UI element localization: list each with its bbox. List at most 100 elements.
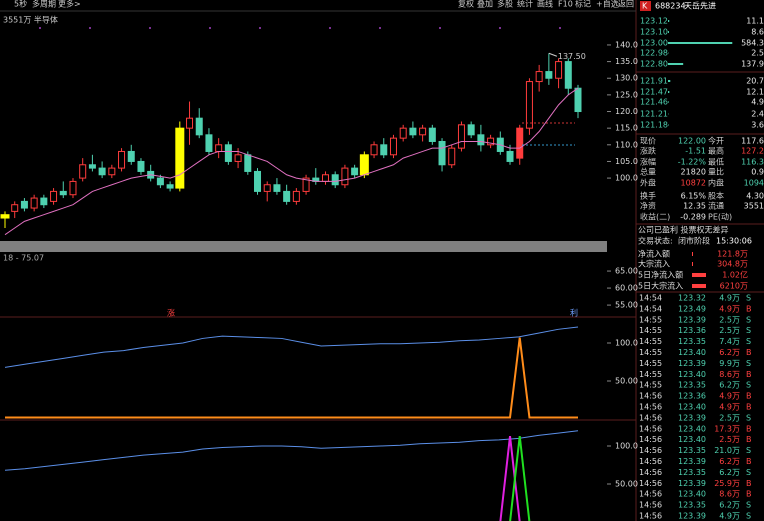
tick-volume: 4.9万 (719, 392, 740, 401)
stat-label: 收益(二) (640, 212, 670, 222)
moving-average (4, 87, 579, 236)
tick-time: 14:55 (639, 381, 662, 390)
toolbar-button[interactable]: 画线 (537, 0, 553, 9)
stat-value: -1.22% (678, 158, 707, 167)
tick-price: 123.35 (678, 468, 706, 477)
book-volume: 137.9 (741, 60, 764, 69)
candle-body (244, 154, 252, 172)
candle-body (195, 117, 203, 136)
toolbar-button[interactable]: 标记 (575, 0, 591, 9)
signal-dot (559, 27, 561, 29)
tick-price: 123.40 (678, 370, 706, 379)
book-price: 123.10 (640, 28, 668, 37)
candle-body (254, 170, 262, 192)
tick-volume: 8.6万 (719, 490, 740, 499)
toolbar-button[interactable]: 返回 (618, 0, 634, 9)
candle-body (506, 150, 514, 162)
signal-dot (209, 27, 211, 29)
status-label: 交易状态: (638, 236, 673, 246)
tick-price: 123.39 (678, 479, 706, 488)
indicator-line (4, 430, 579, 471)
flow-value: 121.8万 (717, 250, 748, 259)
status: 闭市阶段 (678, 236, 710, 246)
tick-volume: 7.4万 (719, 337, 740, 346)
candle-body (380, 144, 388, 156)
stat-label: 涨跌 (640, 146, 656, 156)
tick-volume: 2.5万 (719, 413, 740, 422)
time: 15:30:06 (716, 237, 752, 246)
candle-body (516, 127, 524, 159)
tick-time: 14:56 (639, 468, 662, 477)
tick-side: B (746, 304, 752, 313)
tick-time: 14:56 (639, 413, 662, 422)
toolbar-button[interactable]: 统计 (517, 0, 533, 9)
tick-price: 123.39 (678, 315, 706, 324)
tick-volume: 9.9万 (719, 359, 740, 368)
candle-body (234, 154, 242, 162)
toolbar-button[interactable]: F10 (558, 0, 573, 9)
candle-body (351, 167, 359, 176)
tick-volume: 25.9万 (714, 479, 740, 488)
stat-value: 4.30 (746, 192, 764, 201)
y-tick-label: 110.0 (615, 140, 638, 149)
toolbar-button[interactable]: 多周期 (32, 0, 56, 9)
toolbar-button[interactable]: 更多> (58, 0, 81, 9)
stat-value: 0.9 (751, 168, 764, 177)
tick-volume: 4.9万 (719, 403, 740, 412)
signal-dot (329, 27, 331, 29)
y-tick-label: 130.0 (615, 74, 638, 83)
tick-time: 14:54 (639, 304, 662, 313)
tick-time: 14:55 (639, 326, 662, 335)
stat-label: 涨幅 (640, 157, 656, 167)
tick-time: 14:55 (639, 337, 662, 346)
stat-value: 1094 (744, 179, 764, 188)
candle-body (321, 174, 329, 182)
candle-body (292, 190, 300, 202)
tick-price: 123.40 (678, 424, 706, 433)
candle-body (409, 127, 417, 136)
candle-body (263, 184, 271, 192)
signal-dot (39, 27, 41, 29)
tick-side: S (746, 294, 751, 303)
signal-dot (499, 27, 501, 29)
book-price: 121.46 (640, 98, 668, 107)
book-bar (668, 31, 669, 33)
tick-volume: 6.2万 (719, 501, 740, 510)
toolbar-button[interactable]: +自选 (596, 0, 619, 9)
flow-bar (692, 262, 693, 266)
toolbar-button[interactable]: 叠加 (477, 0, 493, 9)
signal-dot (259, 27, 261, 29)
tick-price: 123.39 (678, 413, 706, 422)
tick-time: 14:55 (639, 348, 662, 357)
book-volume: 2.5 (751, 49, 764, 58)
book-price: 123.00 (640, 39, 668, 48)
tick-price: 123.39 (678, 359, 706, 368)
book-price: 121.91 (640, 77, 668, 86)
indicator-line (4, 326, 579, 368)
y-tick-label: 55.00 (615, 301, 638, 310)
tick-time: 14:54 (639, 294, 662, 303)
tick-volume: 6.2万 (719, 468, 740, 477)
stat-value: 116.3 (741, 158, 764, 167)
y-tick-label: 50.00 (615, 479, 638, 488)
tick-time: 14:55 (639, 315, 662, 324)
stat-value: 122.00 (678, 137, 706, 146)
toolbar-button[interactable]: 复权 (458, 0, 474, 9)
candle-body (273, 184, 281, 192)
stat-label: 外盘 (640, 178, 656, 188)
tick-time: 14:56 (639, 403, 662, 412)
tick-side: S (746, 501, 751, 510)
tick-side: B (746, 370, 752, 379)
book-volume: 2.4 (751, 110, 764, 119)
candle-body (186, 117, 194, 129)
candle-body (477, 134, 485, 146)
tick-price: 123.40 (678, 403, 706, 412)
stat-value: 21820 (681, 168, 706, 177)
candle-body (283, 190, 291, 202)
tick-side: S (746, 468, 751, 477)
toolbar-button[interactable]: 多股 (497, 0, 513, 9)
toolbar-button[interactable]: 5秒 (14, 0, 27, 9)
candle-body (331, 174, 339, 186)
